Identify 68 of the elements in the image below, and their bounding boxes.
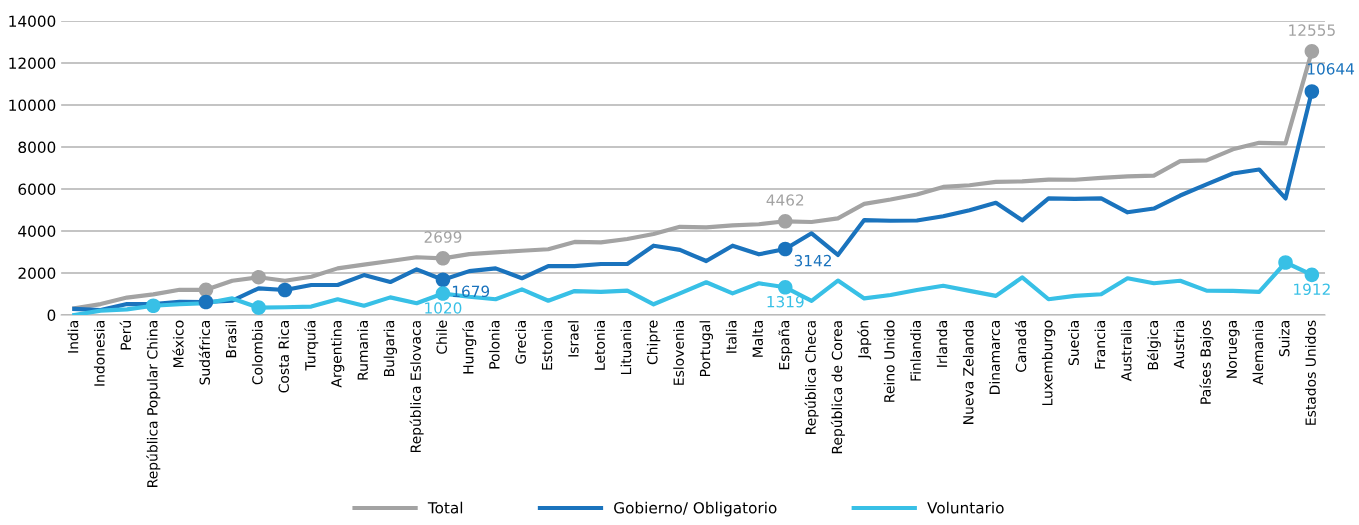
x-tick-label: Malta (752, 321, 763, 357)
x-tick-label: Luxemburgo (1041, 320, 1056, 406)
x-tick-label: Portugal (699, 321, 713, 377)
y-tick-label: 10000 (9, 99, 56, 112)
y-tick-label: 12000 (9, 57, 56, 70)
legend-label: Gobierno/ Obligatorio (614, 501, 777, 517)
x-tick-label: Bélgica (1146, 321, 1161, 370)
x-tick-label: Chipre (646, 320, 661, 365)
x-tick-label: Letonia (594, 321, 605, 370)
annotation: 1912 (1294, 283, 1330, 296)
x-tick-label: India (67, 321, 79, 353)
x-tick-label: Brasil (225, 321, 237, 358)
annotation: 2699 (424, 231, 462, 243)
x-tick-label: Italia (725, 321, 737, 353)
x-tick-label: Noruega (1226, 321, 1240, 378)
x-tick-label: Turquía (304, 321, 319, 371)
annotation: 4462 (766, 194, 804, 206)
y-tick-label: 2000 (18, 267, 56, 280)
x-tick-label: Polonia (488, 321, 500, 369)
x-tick-label: República Eslovaca (409, 321, 424, 453)
x-tick-label: Estados Unidos (1305, 320, 1316, 425)
x-tick-label: Suecia (1068, 321, 1079, 366)
annotation: 10644 (1307, 63, 1355, 75)
x-tick-label: República Popular China (146, 321, 161, 487)
x-tick-label: Alemania (1252, 321, 1264, 385)
x-tick-label: Perú (119, 321, 132, 350)
x-tick-label: Estonia (541, 321, 553, 370)
annotation: 1020 (425, 302, 462, 314)
x-tick-label: Argentina (330, 321, 345, 388)
x-tick-label: Finlandia (910, 321, 921, 381)
x-tick-label: Dinamarca (989, 321, 1000, 394)
x-tick-label: Colombia (251, 321, 263, 385)
annotation: 1319 (767, 295, 804, 308)
x-tick-label: Rumania (357, 321, 368, 380)
y-tick-label: 4000 (18, 225, 56, 238)
x-tick-label: Japón (857, 321, 872, 360)
x-tick-label: Austria (1173, 321, 1185, 369)
annotation: 12555 (1289, 24, 1335, 36)
y-tick-label: 14000 (9, 15, 56, 28)
x-tick-label: República de Corea (830, 321, 845, 454)
y-tick-label: 0 (47, 309, 56, 322)
x-tick-label: Grecia (515, 321, 526, 364)
legend-label: Voluntario (927, 501, 1004, 514)
y-tick-label: 6000 (18, 183, 56, 196)
x-tick-label: Irlanda (936, 321, 948, 367)
x-tick-label: Bulgaria (383, 321, 398, 377)
x-tick-label: Eslovenia (673, 321, 684, 385)
x-tick-label: Australia (1120, 321, 1132, 382)
legend-label: Total (427, 501, 463, 514)
x-tick-label: Chile (436, 320, 447, 354)
x-tick-label: Nueva Zelanda (962, 321, 974, 424)
x-tick-label: Francia (1094, 321, 1106, 369)
x-tick-label: Suiza (1278, 321, 1290, 357)
x-tick-label: Reino Unido (883, 320, 895, 402)
x-tick-label: México (172, 320, 184, 367)
x-tick-label: Sudáfrica (198, 321, 210, 385)
x-tick-label: Indonesia (93, 321, 105, 386)
x-tick-label: República Checa (804, 321, 819, 434)
y-tick-label: 8000 (18, 141, 56, 154)
x-tick-label: Lituania (620, 321, 632, 375)
annotation: 1679 (452, 285, 490, 298)
x-tick-label: Países Bajos (1199, 320, 1214, 404)
x-tick-label: Israel (567, 321, 579, 357)
annotation: 3142 (794, 254, 831, 267)
x-tick-label: España (778, 321, 793, 370)
x-tick-label: Hungría (462, 321, 477, 374)
x-tick-label: Canadá (1014, 321, 1027, 372)
x-tick-label: Costa Rica (278, 321, 289, 393)
